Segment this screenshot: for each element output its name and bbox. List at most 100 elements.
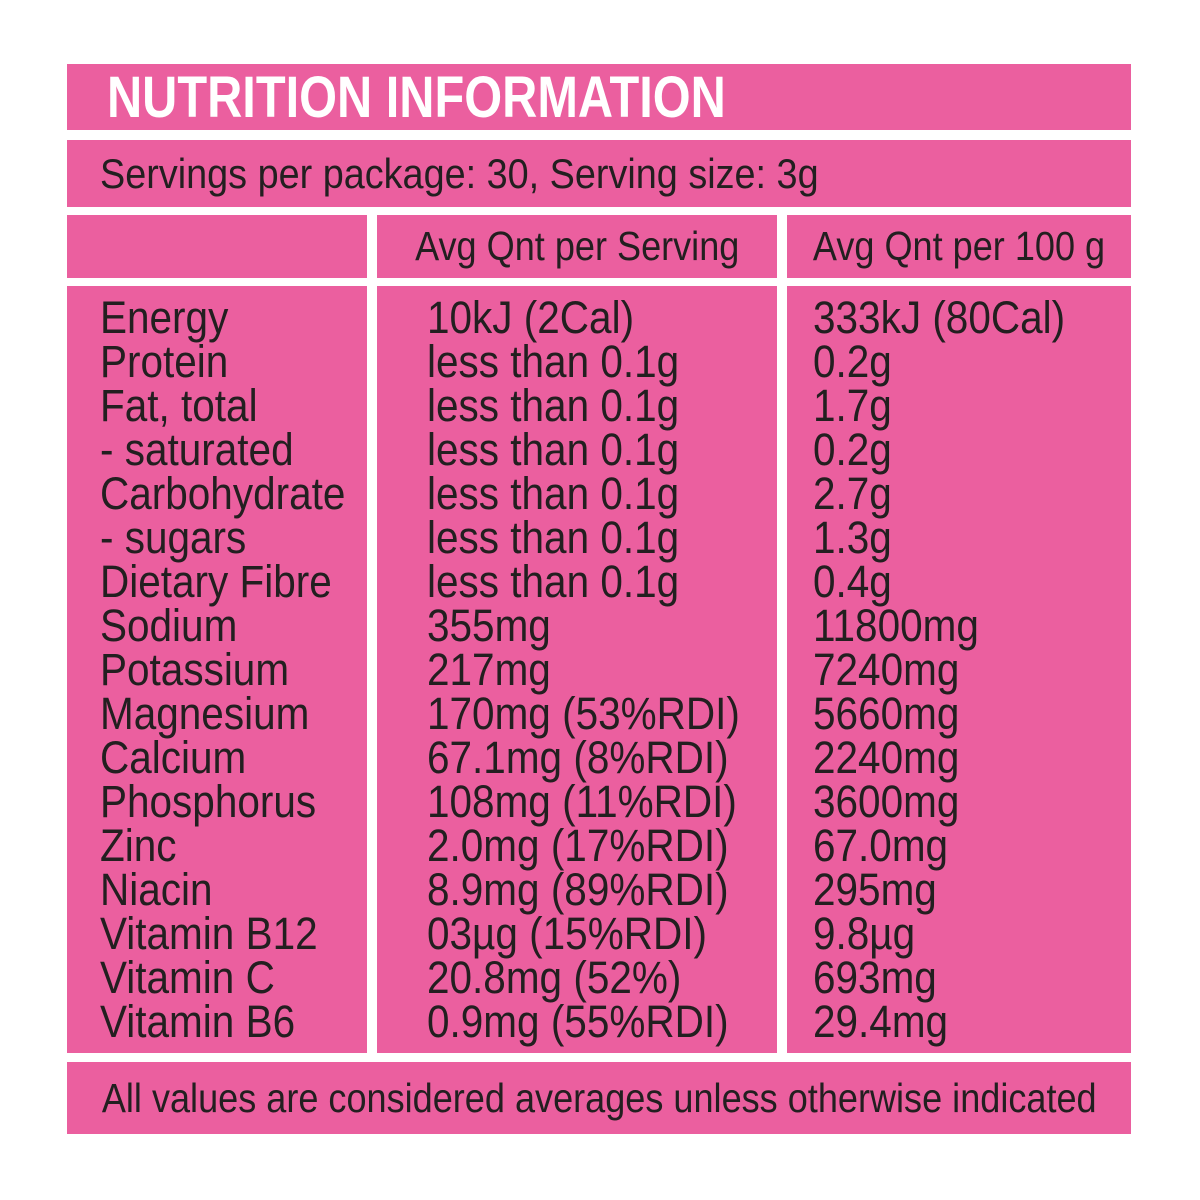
table-row-serving: 8.9mg (89%RDI) xyxy=(427,864,777,915)
table-row-serving: 2.0mg (17%RDI) xyxy=(427,820,777,871)
header-label-per-100g: Avg Qnt per 100 g xyxy=(812,223,1106,269)
table-row-name: Dietary Fibre xyxy=(100,556,367,607)
nutrient-name: Carbohydrate xyxy=(100,468,346,519)
header-cell-nutrient xyxy=(67,215,367,278)
footer-bar: All values are considered averages unles… xyxy=(67,1062,1131,1134)
nutrient-name: - saturated xyxy=(100,424,294,475)
table-row-100g: 7240mg xyxy=(813,644,1131,695)
per-serving-value: 2.0mg (17%RDI) xyxy=(427,820,729,871)
nutrient-name: Niacin xyxy=(100,864,213,915)
divider xyxy=(67,278,1131,286)
nutrition-label: NUTRITION INFORMATION Servings per packa… xyxy=(67,64,1131,1134)
per-serving-value: 0.9mg (55%RDI) xyxy=(427,996,729,1047)
per-serving-value: 03µg (15%RDI) xyxy=(427,908,707,959)
nutrient-name: Zinc xyxy=(100,820,177,871)
per-100g-value: 333kJ (80Cal) xyxy=(813,292,1066,343)
title-bar: NUTRITION INFORMATION xyxy=(67,64,1131,130)
table-row-100g: 0.2g xyxy=(813,424,1131,475)
per-100g-value: 67.0mg xyxy=(813,820,949,871)
header-cell-per-serving: Avg Qnt per Serving xyxy=(377,215,777,278)
per-100g-value: 1.7g xyxy=(813,380,892,431)
per-100g-value: 2240mg xyxy=(813,732,960,783)
table-row-100g: 9.8µg xyxy=(813,908,1131,959)
table-row-100g: 693mg xyxy=(813,955,1131,1000)
table-row-100g: 0.2g xyxy=(813,336,1131,387)
nutrient-name: Protein xyxy=(100,336,229,387)
table-row-name: Calcium xyxy=(100,735,367,780)
table-row-name: Vitamin C xyxy=(100,955,367,1000)
per-100g-value: 29.4mg xyxy=(813,996,949,1047)
table-row-name: Phosphorus xyxy=(100,776,367,827)
nutrient-name: Potassium xyxy=(100,644,290,695)
table-row-name: Vitamin B6 xyxy=(100,999,367,1044)
table-body: Energy Protein Fat, total - saturated Ca… xyxy=(67,286,1131,1053)
nutrient-name: Dietary Fibre xyxy=(100,556,332,607)
per-100g-column: 333kJ (80Cal) 0.2g 1.7g 0.2g 2.7g 1.3g 0… xyxy=(787,286,1131,1053)
per-serving-value: 20.8mg (52%) xyxy=(427,952,682,1003)
table-row-serving: less than 0.1g xyxy=(427,512,777,563)
servings-info: Servings per package: 30, Serving size: … xyxy=(100,149,819,197)
per-serving-value: less than 0.1g xyxy=(427,336,680,387)
table-row-serving: less than 0.1g xyxy=(427,471,777,516)
per-100g-value: 0.4g xyxy=(813,556,892,607)
per-serving-value: less than 0.1g xyxy=(427,380,680,431)
table-row-name: Niacin xyxy=(100,864,367,915)
table-row-serving: 20.8mg (52%) xyxy=(427,952,777,1003)
per-100g-value: 9.8µg xyxy=(813,908,916,959)
per-100g-value: 7240mg xyxy=(813,644,960,695)
column-divider xyxy=(777,286,787,1053)
table-row-serving: less than 0.1g xyxy=(427,424,777,475)
per-serving-value: 10kJ (2Cal) xyxy=(427,292,635,343)
table-row-name: Vitamin B12 xyxy=(100,908,367,959)
column-divider xyxy=(367,215,377,278)
per-serving-value: less than 0.1g xyxy=(427,512,680,563)
panel-title: NUTRITION INFORMATION xyxy=(107,64,726,130)
per-100g-value: 1.3g xyxy=(813,512,892,563)
table-row-name: Carbohydrate xyxy=(100,468,367,519)
per-100g-value: 0.2g xyxy=(813,336,892,387)
nutrient-name: Vitamin B12 xyxy=(100,908,318,959)
table-row-serving: 170mg (53%RDI) xyxy=(427,691,777,736)
per-serving-value: less than 0.1g xyxy=(427,424,680,475)
table-row-100g: 1.7g xyxy=(813,380,1131,431)
table-header-row: Avg Qnt per Serving Avg Qnt per 100 g xyxy=(67,215,1131,278)
servings-bar: Servings per package: 30, Serving size: … xyxy=(67,140,1131,207)
per-100g-value: 295mg xyxy=(813,864,937,915)
nutrient-name: Sodium xyxy=(100,600,238,651)
per-serving-value: 355mg xyxy=(427,600,551,651)
table-row-serving: 355mg xyxy=(427,600,777,651)
per-100g-value: 2.7g xyxy=(813,468,892,519)
per-100g-value: 3600mg xyxy=(813,776,960,827)
table-row-100g: 5660mg xyxy=(813,688,1131,739)
table-row-name: Zinc xyxy=(100,820,367,871)
table-row-serving: 217mg xyxy=(427,644,777,695)
table-row-name: Protein xyxy=(100,336,367,387)
nutrient-name: Phosphorus xyxy=(100,776,317,827)
table-row-name: Sodium xyxy=(100,600,367,651)
divider xyxy=(67,130,1131,140)
table-row-serving: 67.1mg (8%RDI) xyxy=(427,732,777,783)
table-row-serving: 10kJ (2Cal) xyxy=(427,292,777,343)
table-row-100g: 29.4mg xyxy=(813,996,1131,1047)
per-serving-value: 108mg (11%RDI) xyxy=(427,776,737,827)
per-serving-value: 67.1mg (8%RDI) xyxy=(427,732,729,783)
per-serving-column: 10kJ (2Cal) less than 0.1g less than 0.1… xyxy=(377,286,777,1053)
nutrient-name-column: Energy Protein Fat, total - saturated Ca… xyxy=(67,286,367,1053)
per-serving-value: 217mg xyxy=(427,644,551,695)
table-row-100g: 11800mg xyxy=(813,600,1131,651)
per-serving-value: less than 0.1g xyxy=(427,556,680,607)
table-row-name: - saturated xyxy=(100,424,367,475)
nutrient-name: - sugars xyxy=(100,512,247,563)
table-row-100g: 67.0mg xyxy=(813,820,1131,871)
table-row-100g: 2240mg xyxy=(813,732,1131,783)
per-100g-value: 5660mg xyxy=(813,688,960,739)
header-label-per-serving: Avg Qnt per Serving xyxy=(414,223,740,269)
table-row-100g: 333kJ (80Cal) xyxy=(813,292,1131,343)
table-row-100g: 3600mg xyxy=(813,776,1131,827)
table-row-name: - sugars xyxy=(100,512,367,563)
per-serving-value: 8.9mg (89%RDI) xyxy=(427,864,729,915)
nutrient-name: Energy xyxy=(100,292,229,343)
table-row-name: Potassium xyxy=(100,644,367,695)
per-100g-value: 0.2g xyxy=(813,424,892,475)
per-100g-value: 11800mg xyxy=(813,600,979,651)
